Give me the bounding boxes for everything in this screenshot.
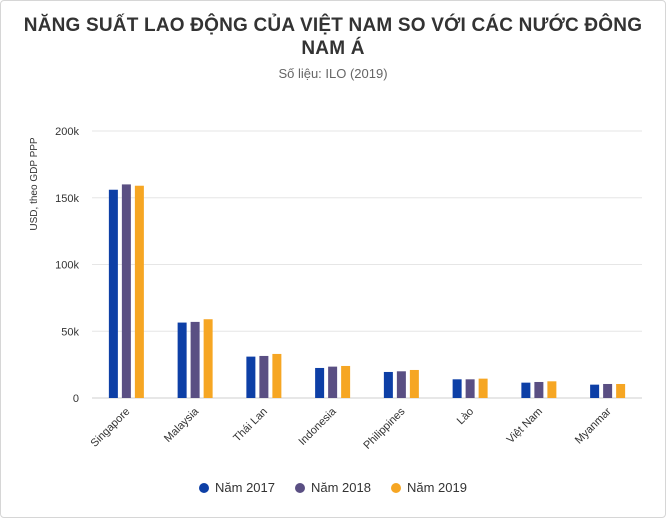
bar-2 — [534, 381, 544, 398]
bar-2 — [190, 321, 200, 398]
bar-2 — [396, 371, 406, 398]
bars — [108, 184, 626, 398]
chart-title: NĂNG SUẤT LAO ĐỘNG CỦA VIỆT NAM SO VỚI C… — [0, 14, 666, 60]
bar-1 — [590, 384, 600, 398]
chart-title-text: NĂNG SUẤT LAO ĐỘNG CỦA VIỆT NAM SO VỚI C… — [23, 15, 643, 59]
y-axis-label: USD, theo GDP PPP — [29, 137, 40, 231]
x-tick-label: Singapore — [89, 406, 133, 450]
y-axis-ticks: 0 50k 100k 150k 200k — [55, 126, 79, 405]
y-tick-label: 50k — [61, 326, 79, 338]
bar-chart: 0 50k 100k 150k 200k Singapore Malaysia Thái L… — [29, 126, 642, 452]
legend-item[interactable]: Năm 2017 — [199, 480, 275, 495]
x-axis-ticks: Singapore Malaysia Thái Lan Indonesia Philip… — [89, 405, 614, 452]
x-tick-label: Lào — [455, 406, 476, 427]
legend-item[interactable]: Năm 2019 — [390, 480, 467, 495]
bar-3 — [478, 378, 488, 398]
bar-1 — [108, 189, 118, 398]
x-tick-label: Thái Lan — [231, 406, 270, 445]
bar-2 — [465, 379, 475, 398]
bar-1 — [315, 367, 325, 398]
legend-dot-icon — [199, 482, 210, 493]
legend-label: Năm 2018 — [311, 480, 371, 495]
x-tick-label: Malaysia — [162, 405, 202, 445]
y-tick-label: 200k — [55, 126, 79, 138]
gridlines — [92, 130, 642, 399]
legend-dot-icon — [390, 482, 401, 493]
bar-1 — [177, 322, 187, 398]
legend: Năm 2017 Năm 2018 Năm 2019 — [0, 480, 666, 495]
bar-3 — [272, 353, 282, 398]
bar-1 — [452, 379, 462, 398]
legend-label: Năm 2017 — [215, 480, 275, 495]
bar-3 — [547, 381, 557, 398]
bar-3 — [409, 369, 419, 398]
y-tick-label: 100k — [55, 260, 79, 272]
chart-subtitle: Số liệu: ILO (2019) — [278, 66, 388, 81]
x-tick-label: Indonesia — [297, 405, 340, 448]
bar-3 — [616, 383, 626, 398]
legend-label: Năm 2019 — [406, 480, 467, 495]
bar-2 — [328, 366, 338, 398]
bar-2 — [259, 355, 269, 398]
bar-1 — [383, 371, 393, 398]
legend-dot-icon — [295, 482, 305, 493]
y-tick-label: 150k — [55, 193, 79, 205]
bar-3 — [134, 185, 144, 398]
bar-2 — [603, 383, 613, 398]
bar-1 — [246, 356, 256, 398]
x-tick-label: Việt Nam — [505, 406, 545, 446]
y-tick-label: 0 — [73, 393, 79, 405]
bar-3 — [341, 365, 351, 398]
bar-1 — [521, 382, 531, 398]
bar-2 — [121, 184, 131, 398]
x-tick-label: Myanmar — [573, 405, 614, 446]
x-tick-label: Philippines — [361, 405, 407, 451]
bar-3 — [203, 319, 213, 398]
legend-item[interactable]: Năm 2018 — [295, 480, 371, 495]
